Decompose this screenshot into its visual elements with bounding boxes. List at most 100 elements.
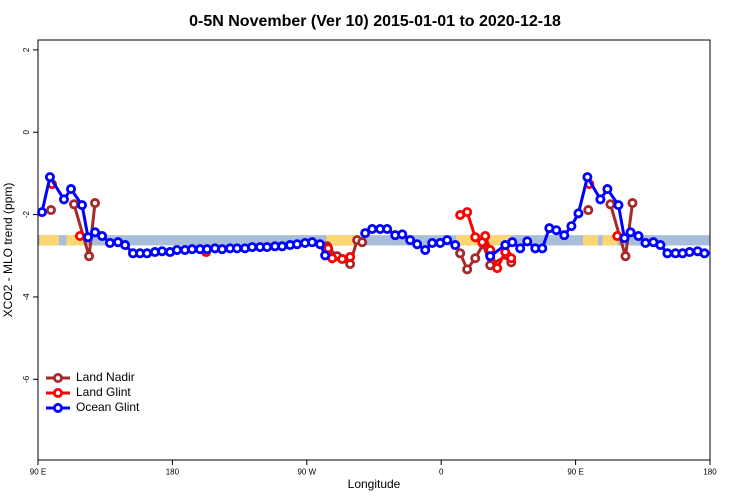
data-point: [104, 237, 115, 248]
data-point: [595, 194, 606, 205]
y-tick-label: -4: [22, 293, 31, 301]
data-point: [551, 225, 562, 236]
data-point: [480, 230, 491, 241]
data-point: [277, 241, 288, 252]
data-point: [427, 237, 438, 248]
data-point: [684, 247, 695, 258]
data-point: [292, 239, 303, 250]
data-point: [620, 251, 631, 262]
data-point: [320, 250, 331, 261]
data-point: [382, 223, 393, 234]
data-point: [627, 198, 638, 209]
data-point: [573, 208, 584, 219]
data-point: [619, 233, 630, 244]
data-point: [633, 230, 644, 241]
data-point: [83, 232, 94, 243]
data-point: [58, 194, 69, 205]
land-span: [583, 235, 598, 246]
data-point: [397, 229, 408, 240]
data-point: [640, 237, 651, 248]
x-tick-label: 90 E: [567, 468, 583, 477]
data-point: [307, 237, 318, 248]
data-point: [90, 227, 101, 238]
data-point: [68, 199, 79, 210]
data-point: [367, 223, 378, 234]
data-point: [420, 244, 431, 255]
y-tick-label: -6: [22, 375, 31, 383]
x-tick-label: 0: [439, 468, 444, 477]
x-axis-label: Longitude: [348, 477, 401, 491]
data-point: [97, 230, 108, 241]
data-point: [90, 198, 101, 209]
data-point: [412, 239, 423, 250]
data-point: [247, 242, 258, 253]
data-point: [566, 221, 577, 232]
land-span: [326, 235, 363, 246]
data-point: [442, 235, 453, 246]
data-point: [262, 242, 273, 253]
data-point: [470, 253, 481, 264]
data-point: [405, 235, 416, 246]
plot-frame: [37, 39, 711, 461]
data-point: [613, 200, 624, 211]
data-point: [66, 184, 77, 195]
data-point: [120, 240, 131, 251]
y-tick-label: 0: [22, 129, 31, 134]
data-point: [77, 200, 88, 211]
data-point: [232, 243, 243, 254]
land-span: [66, 235, 85, 246]
data-point: [655, 240, 666, 251]
data-point: [485, 251, 496, 262]
data-point: [522, 236, 533, 247]
y-axis-label: XCO2 - MLO trend (ppm): [1, 183, 15, 318]
data-point: [315, 239, 326, 250]
data-point: [602, 184, 613, 195]
legend-label: Ocean Glint: [76, 400, 140, 414]
data-point: [142, 248, 153, 259]
data-point: [470, 232, 481, 243]
data-point: [74, 230, 85, 241]
data-point: [44, 172, 55, 183]
data-point: [157, 246, 168, 257]
land-span: [602, 235, 618, 246]
data-point: [455, 248, 466, 259]
x-tick-label: 90 E: [30, 468, 46, 477]
data-point: [559, 230, 570, 241]
legend-marker: [53, 402, 64, 413]
data-point: [360, 228, 371, 239]
data-point: [37, 207, 48, 218]
legend-marker: [53, 387, 64, 398]
data-point: [537, 243, 548, 254]
data-point: [187, 244, 198, 255]
y-tick-label: 2: [22, 47, 31, 52]
data-point: [625, 227, 636, 238]
data-point: [450, 240, 461, 251]
data-point: [357, 237, 368, 248]
data-point: [345, 251, 356, 262]
data-point: [202, 244, 213, 255]
x-tick-label: 90 W: [297, 468, 316, 477]
data-point: [45, 205, 56, 216]
legend-marker: [53, 372, 64, 383]
data-point: [515, 243, 526, 254]
data-point: [84, 251, 95, 262]
data-point: [506, 253, 517, 264]
data-point: [582, 172, 593, 183]
y-tick-label: -2: [22, 210, 31, 218]
data-point: [462, 264, 473, 275]
data-point: [662, 248, 673, 259]
data-point: [337, 254, 348, 265]
data-point: [172, 244, 183, 255]
chart-title: 0-5N November (Ver 10) 2015-01-01 to 202…: [189, 13, 561, 30]
data-point: [217, 244, 228, 255]
data-point: [492, 263, 503, 274]
data-point: [583, 205, 594, 216]
x-tick-label: 180: [703, 468, 717, 477]
ocean-band: [38, 235, 710, 246]
data-point: [699, 248, 710, 259]
legend-label: Land Glint: [76, 385, 131, 399]
legend-label: Land Nadir: [76, 370, 135, 384]
data-point: [507, 237, 518, 248]
data-point: [605, 199, 616, 210]
